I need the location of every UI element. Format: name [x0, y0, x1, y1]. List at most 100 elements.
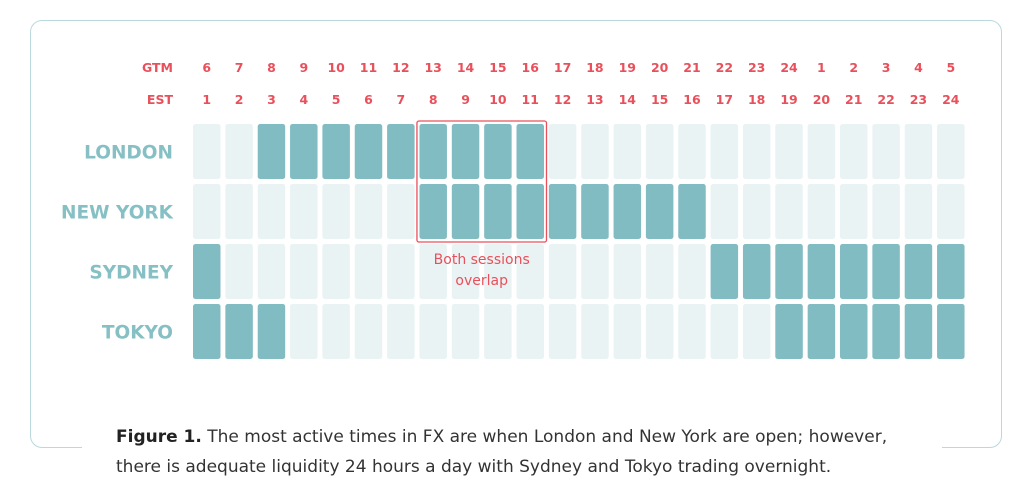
hour-tick-label: 9 [461, 92, 470, 107]
active-hour-cell [904, 244, 933, 299]
active-hour-cell [419, 124, 447, 179]
hour-tick-label: 17 [554, 60, 571, 75]
inactive-hour-cell [257, 244, 286, 299]
hour-tick-label: 2 [235, 92, 244, 107]
active-hour-cell [484, 184, 512, 239]
hour-tick-label: 6 [202, 60, 211, 75]
inactive-hour-cell [225, 124, 253, 179]
hour-tick-label: 14 [457, 60, 475, 75]
hour-tick-label: 21 [845, 92, 862, 107]
inactive-hour-cell [387, 244, 415, 299]
hour-tick-label: 10 [489, 92, 507, 107]
hour-tick-label: 23 [910, 92, 927, 107]
active-hour-cell [354, 124, 383, 179]
inactive-hour-cell [581, 244, 609, 299]
inactive-hour-cell [193, 184, 221, 239]
active-hour-cell [742, 244, 771, 299]
inactive-hour-cell [710, 124, 739, 179]
active-hour-cell [516, 124, 544, 179]
hour-tick-label: 14 [619, 92, 637, 107]
inactive-hour-cell [613, 124, 642, 179]
active-hour-cell [904, 304, 933, 359]
inactive-hour-cell [451, 244, 480, 299]
hour-tick-label: 1 [202, 92, 211, 107]
hour-tick-label: 18 [586, 60, 603, 75]
caption-area: Figure 1. The most active times in FX ar… [82, 418, 942, 488]
inactive-hour-cell [678, 124, 706, 179]
active-hour-cell [193, 304, 221, 359]
inactive-hour-cell [387, 304, 415, 359]
inactive-hour-cell [613, 244, 642, 299]
hour-tick-label: 23 [748, 60, 765, 75]
hour-tick-label: 13 [424, 60, 441, 75]
inactive-hour-cell [937, 124, 965, 179]
hour-tick-label: 5 [332, 92, 341, 107]
inactive-hour-cell [290, 244, 318, 299]
inactive-hour-cell [484, 304, 512, 359]
inactive-hour-cell [387, 184, 415, 239]
active-hour-cell [451, 184, 480, 239]
inactive-hour-cell [354, 304, 383, 359]
active-hour-cell [775, 244, 803, 299]
inactive-hour-cell [678, 304, 706, 359]
hour-tick-label: 12 [392, 60, 409, 75]
hour-tick-label: 22 [877, 92, 894, 107]
hour-tick-label: 24 [942, 92, 960, 107]
hour-tick-label: 11 [522, 92, 539, 107]
inactive-hour-cell [225, 244, 253, 299]
inactive-hour-cell [516, 244, 544, 299]
inactive-hour-cell [775, 184, 803, 239]
hour-tick-label: 20 [651, 60, 669, 75]
session-label: SYDNEY [89, 263, 173, 284]
inactive-hour-cell [775, 124, 803, 179]
hour-tick-label: 8 [429, 92, 438, 107]
active-hour-cell [290, 124, 318, 179]
hour-tick-label: 7 [396, 92, 405, 107]
inactive-hour-cell [742, 124, 771, 179]
inactive-hour-cell [807, 184, 836, 239]
inactive-hour-cell [581, 124, 609, 179]
active-hour-cell [451, 124, 480, 179]
active-hour-cell [387, 124, 415, 179]
inactive-hour-cell [451, 304, 480, 359]
hour-tick-label: 15 [489, 60, 506, 75]
active-hour-cell [322, 124, 350, 179]
hour-tick-label: 19 [619, 60, 636, 75]
inactive-hour-cell [807, 124, 836, 179]
inactive-hour-cell [322, 184, 350, 239]
figure-caption: Figure 1. The most active times in FX ar… [116, 422, 936, 482]
active-hour-cell [872, 244, 900, 299]
hour-tick-label: 19 [780, 92, 797, 107]
hour-tick-label: 1 [817, 60, 826, 75]
active-hour-cell [775, 304, 803, 359]
hour-tick-label: 8 [267, 60, 276, 75]
inactive-hour-cell [193, 124, 221, 179]
hour-tick-label: 16 [522, 60, 540, 75]
hour-tick-label: 22 [716, 60, 733, 75]
active-hour-cell [840, 304, 868, 359]
inactive-hour-cell [742, 304, 771, 359]
inactive-hour-cell [581, 304, 609, 359]
time-row-label: GTM [142, 60, 173, 75]
hour-tick-label: 16 [683, 92, 701, 107]
hour-tick-label: 2 [849, 60, 858, 75]
active-hour-cell [613, 184, 642, 239]
inactive-hour-cell [742, 184, 771, 239]
inactive-hour-cell [484, 244, 512, 299]
active-hour-cell [645, 184, 674, 239]
active-hour-cell [872, 304, 900, 359]
inactive-hour-cell [937, 184, 965, 239]
hour-tick-label: 20 [813, 92, 831, 107]
inactive-hour-cell [904, 124, 933, 179]
hour-tick-label: 13 [586, 92, 603, 107]
overlap-annotation: overlap [455, 273, 508, 289]
overlap-highlight-box [416, 120, 548, 243]
hour-tick-label: 5 [946, 60, 955, 75]
hour-tick-label: 12 [554, 92, 571, 107]
hour-tick-label: 4 [914, 60, 923, 75]
inactive-hour-cell [548, 304, 577, 359]
caption-text: The most active times in FX are when Lon… [116, 427, 888, 477]
session-label: LONDON [84, 143, 173, 164]
active-hour-cell [678, 184, 706, 239]
inactive-hour-cell [290, 304, 318, 359]
